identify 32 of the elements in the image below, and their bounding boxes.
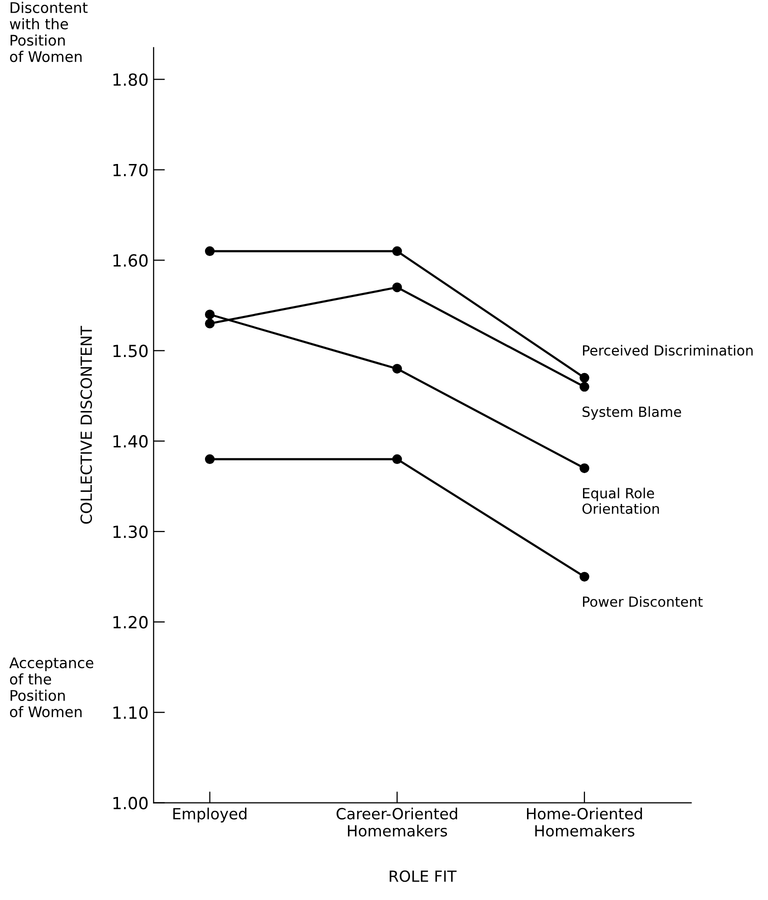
point	[580, 572, 590, 582]
point	[580, 463, 590, 474]
point	[392, 364, 402, 374]
point	[580, 372, 590, 383]
x-tick-label: Career-Oriented Homemakers	[336, 808, 458, 837]
series-label: Power Discontent	[583, 596, 703, 607]
point	[204, 454, 215, 464]
point	[204, 318, 215, 328]
y-tick-label: 1.80	[113, 73, 148, 86]
series-label: Equal Role Orientation	[582, 488, 659, 514]
y-tick-label: 1.10	[113, 706, 148, 719]
x-axis-title: ROLE FIT	[390, 870, 457, 882]
text: Acceptance of the Position of Women	[9, 657, 94, 718]
y-tick-label: 1.40	[113, 435, 148, 448]
series-label: Perceived Discrimination	[583, 344, 753, 356]
text: Discontent with the Position of Women	[10, 2, 88, 62]
y-tick-label: 1.20	[113, 616, 148, 629]
y-tick-label: 1.60	[113, 254, 148, 267]
point	[392, 246, 402, 256]
x-tick-label: Home-Oriented Homemakers	[527, 808, 642, 837]
y-tick-label: 1.00	[113, 796, 148, 810]
series-label: System Blame	[582, 406, 682, 420]
x-tick-label: Employed	[173, 808, 246, 822]
point	[204, 310, 215, 320]
point	[392, 282, 402, 292]
point	[392, 454, 402, 464]
point	[204, 246, 215, 256]
y-axis-title: COLLECTIVE DISCONTENT	[80, 326, 92, 524]
y-tick-label: 1.50	[113, 344, 148, 358]
y-tick-label: 1.70	[113, 164, 148, 176]
y-tick-label: 1.30	[113, 525, 148, 538]
point	[580, 382, 590, 392]
